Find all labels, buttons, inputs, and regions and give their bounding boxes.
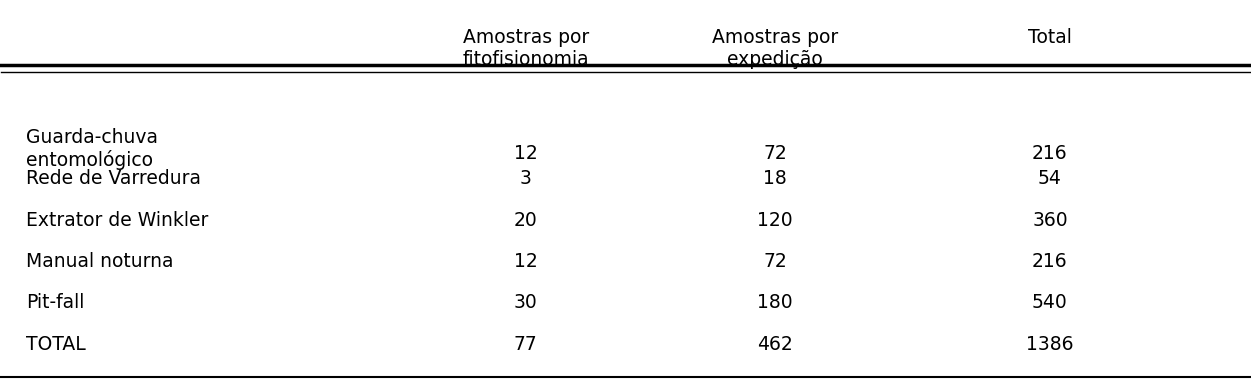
- Text: 180: 180: [757, 293, 793, 312]
- Text: 3: 3: [519, 169, 532, 188]
- Text: Manual noturna: Manual noturna: [26, 252, 174, 271]
- Text: 1386: 1386: [1026, 335, 1073, 354]
- Text: 72: 72: [763, 144, 787, 163]
- Text: Total: Total: [1028, 28, 1072, 47]
- Text: Guarda-chuva
entomológico: Guarda-chuva entomológico: [26, 128, 159, 170]
- Text: Amostras por
expedição: Amostras por expedição: [712, 28, 838, 69]
- Text: 54: 54: [1038, 169, 1062, 188]
- Text: 20: 20: [514, 211, 538, 230]
- Text: TOTAL: TOTAL: [26, 335, 86, 354]
- Text: Amostras por
fitofisionomia: Amostras por fitofisionomia: [463, 28, 589, 69]
- Text: 216: 216: [1032, 144, 1067, 163]
- Text: 462: 462: [757, 335, 793, 354]
- Text: 12: 12: [514, 252, 538, 271]
- Text: 72: 72: [763, 252, 787, 271]
- Text: 18: 18: [763, 169, 787, 188]
- Text: 360: 360: [1032, 211, 1067, 230]
- Text: 77: 77: [514, 335, 538, 354]
- Text: 12: 12: [514, 144, 538, 163]
- Text: Extrator de Winkler: Extrator de Winkler: [26, 211, 209, 230]
- Text: Rede de Varredura: Rede de Varredura: [26, 169, 201, 188]
- Text: Pit-fall: Pit-fall: [26, 293, 85, 312]
- Text: 30: 30: [514, 293, 538, 312]
- Text: 120: 120: [757, 211, 793, 230]
- Text: 540: 540: [1032, 293, 1068, 312]
- Text: 216: 216: [1032, 252, 1067, 271]
